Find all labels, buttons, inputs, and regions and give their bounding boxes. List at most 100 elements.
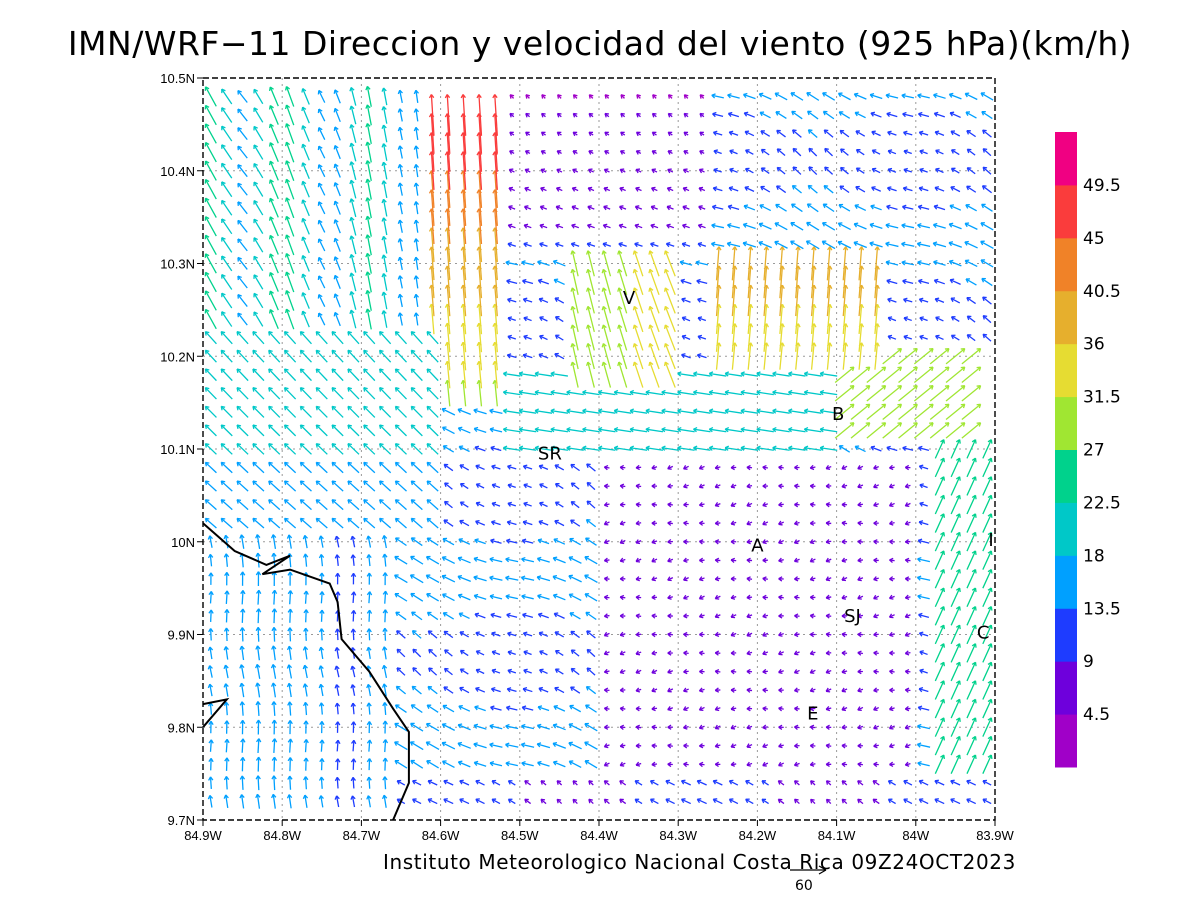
wind-vector (255, 682, 261, 698)
wind-vector-shaft (602, 287, 612, 314)
wind-vector-head (365, 289, 371, 295)
wind-vector-shaft (866, 385, 886, 402)
wind-vector-shaft (571, 224, 580, 229)
wind-vector (683, 501, 689, 508)
wind-vector-shaft (650, 798, 659, 805)
wind-vector-head (634, 223, 640, 229)
wind-vector-head (236, 461, 242, 467)
wind-vector-shaft (302, 181, 310, 198)
wind-vector-shaft (489, 595, 503, 600)
wind-vector-head (315, 424, 321, 430)
wind-vector-head (569, 537, 574, 543)
wind-vector-head (208, 591, 214, 596)
wind-vector (220, 387, 233, 400)
wind-vector-head (570, 287, 576, 292)
wind-vector-head (255, 738, 262, 743)
wind-vector-head (582, 389, 587, 396)
wind-vector-shaft (237, 294, 248, 307)
wind-vector-head (204, 424, 210, 430)
wind-vector-shaft (538, 520, 549, 526)
wind-vector-shaft (347, 480, 360, 492)
wind-vector-shaft (268, 368, 281, 382)
wind-vector-head (208, 720, 214, 725)
wind-vector-shaft (747, 304, 752, 334)
wind-vector-shaft (368, 554, 371, 567)
wind-vector-shaft (571, 324, 579, 351)
wind-vector-head (394, 722, 399, 728)
wind-vector-shaft (412, 648, 422, 658)
wind-vector (331, 443, 344, 455)
wind-vector-shaft (383, 683, 387, 697)
wind-vector (382, 646, 388, 660)
wind-vector-head (236, 330, 242, 336)
wind-vector-shaft (443, 612, 455, 620)
wind-vector-head (255, 589, 262, 595)
wind-vector-shaft (304, 553, 308, 567)
wind-vector-head (458, 538, 463, 543)
wind-vector (698, 650, 705, 656)
wind-vector (255, 756, 262, 772)
wind-vector-shaft (788, 447, 806, 451)
wind-vector-shaft (918, 706, 930, 711)
wind-vector-head (299, 424, 305, 430)
wind-vector-head (619, 483, 625, 489)
wind-vector (950, 334, 960, 341)
wind-vector-head (841, 724, 846, 730)
wind-vector (651, 631, 658, 638)
wind-vector-head (708, 426, 714, 433)
wind-vector-head (394, 704, 400, 709)
wind-vector-shaft (874, 265, 879, 299)
wind-vector (619, 483, 626, 489)
wind-vector-shaft (304, 739, 308, 753)
wind-vector-head (427, 685, 433, 691)
wind-vector-head (556, 780, 562, 785)
wind-vector-shaft (570, 668, 580, 676)
wind-vector (887, 316, 897, 322)
wind-vector-shaft (474, 706, 486, 712)
wind-vector-head (473, 556, 479, 562)
wind-vector (837, 240, 852, 249)
wind-vector-shaft (539, 335, 548, 341)
wind-vector (756, 389, 774, 396)
wind-vector-shaft (415, 238, 419, 252)
wind-vector-shaft (204, 309, 217, 330)
wind-vector-shaft (772, 372, 790, 377)
wind-vector-shaft (394, 556, 408, 565)
wind-vector-head (950, 779, 955, 785)
wind-vector (584, 741, 598, 750)
wind-vector (255, 626, 261, 642)
wind-vector-head (778, 631, 783, 637)
wind-vector-head (410, 704, 416, 709)
wind-vector-shaft (336, 777, 339, 789)
wind-vector (887, 779, 896, 786)
wind-vector-head (552, 723, 558, 729)
wind-vector-head (566, 445, 571, 451)
wind-vector-head (381, 217, 387, 222)
wind-vector (570, 324, 579, 351)
wind-vector-head (635, 594, 640, 601)
wind-vector-shaft (288, 683, 292, 698)
wind-vector-head (887, 334, 893, 340)
wind-vector-shaft (272, 682, 277, 698)
wind-vector-shaft (919, 798, 929, 805)
wind-vector-shaft (368, 610, 371, 622)
wind-vector-head (410, 759, 415, 765)
wind-vector-head (442, 612, 448, 617)
wind-vector (252, 349, 265, 363)
wind-vector-head (366, 758, 373, 763)
wind-vector (857, 668, 863, 675)
wind-vector-shaft (693, 447, 711, 451)
wind-vector-head (473, 408, 478, 414)
wind-vector (964, 240, 978, 249)
wind-vector-head (554, 631, 560, 636)
wind-vector-shaft (552, 724, 566, 731)
wind-vector-shaft (410, 480, 423, 492)
wind-vector (410, 443, 423, 455)
wind-vector (841, 483, 848, 489)
wind-vector-head (268, 197, 274, 203)
wind-vector (204, 387, 217, 400)
wind-vector-head (299, 387, 305, 392)
wind-vector-shaft (917, 224, 931, 229)
wind-vector (382, 627, 388, 641)
wind-vector-head (955, 680, 961, 685)
